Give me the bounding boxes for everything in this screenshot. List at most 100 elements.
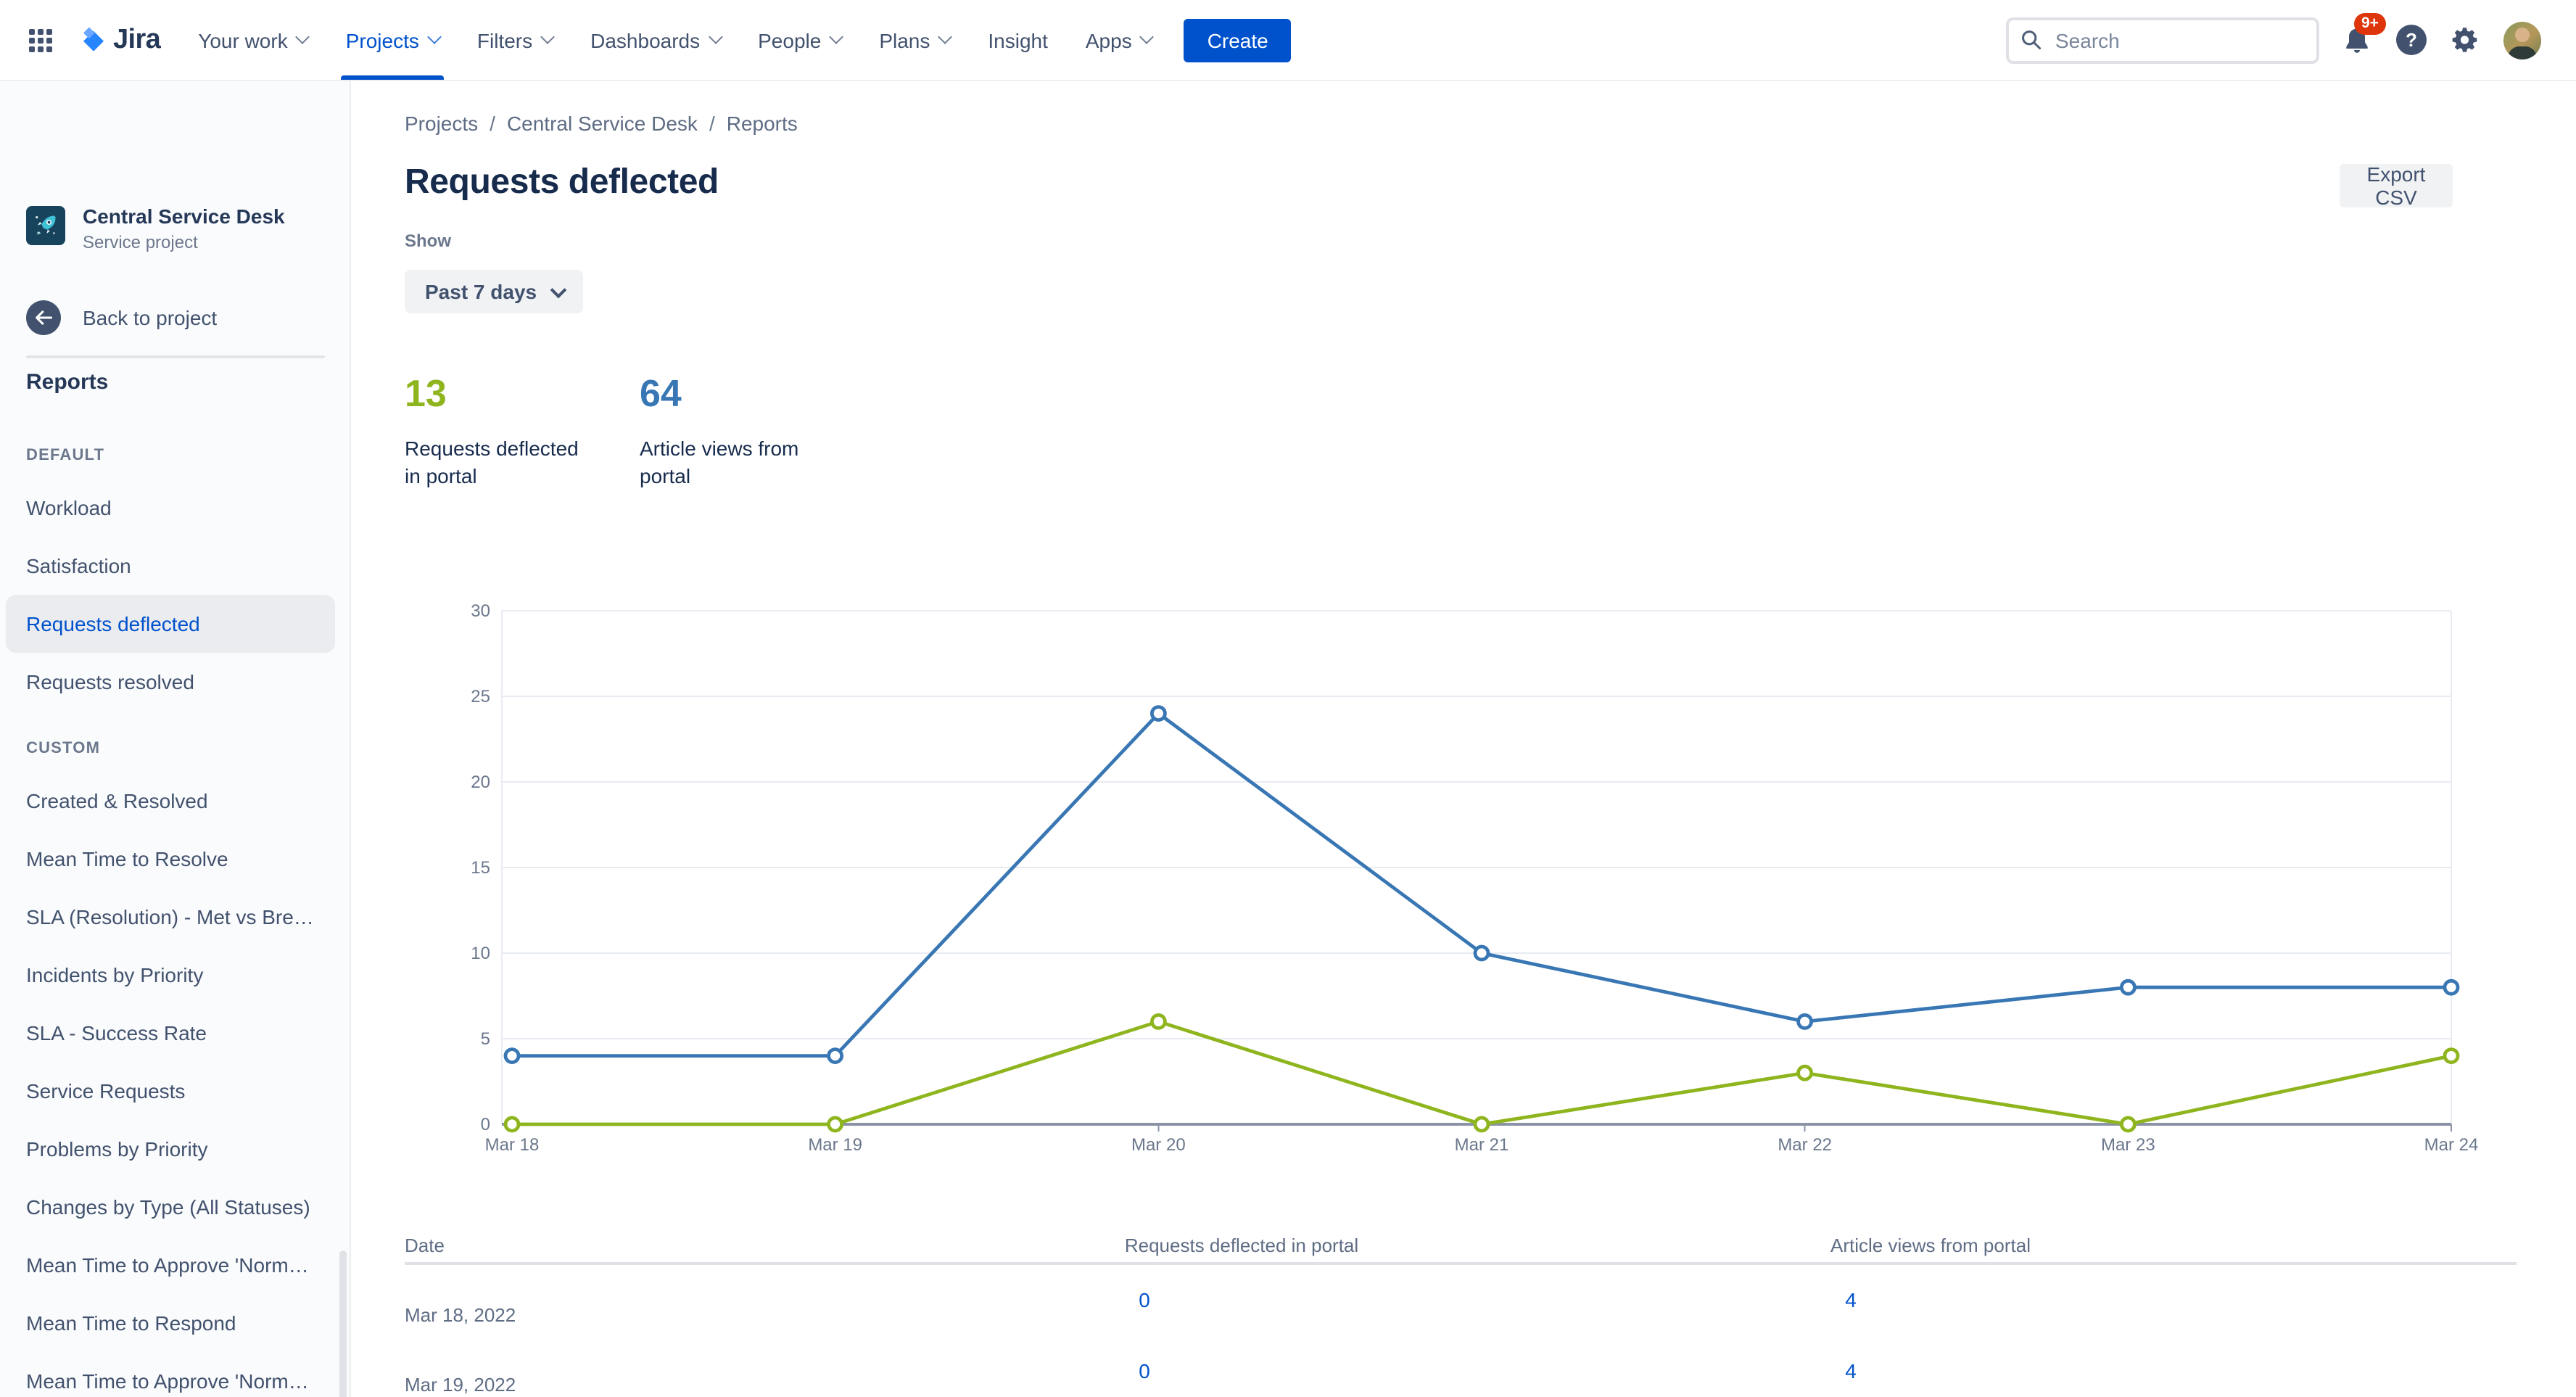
back-to-project-button[interactable]: Back to project [26, 300, 217, 335]
sidebar-item-service-requests[interactable]: Service Requests [6, 1062, 335, 1120]
nav-item-label: People [758, 28, 822, 51]
table-header-date: Date [405, 1235, 445, 1256]
sidebar-item-mean-time-to-approve-norm[interactable]: Mean Time to Approve 'Norm… [6, 1236, 335, 1294]
chevron-down-icon [540, 30, 556, 44]
app-switcher-icon[interactable] [29, 28, 52, 51]
nav-item-your-work[interactable]: Your work [198, 0, 310, 80]
chevron-down-icon [295, 30, 310, 44]
question-mark-icon: ? [2406, 29, 2417, 51]
help-button[interactable]: ? [2396, 25, 2427, 55]
nav-item-label: Projects [345, 28, 419, 51]
svg-text:Mar 20: Mar 20 [1131, 1135, 1186, 1155]
nav-item-insight[interactable]: Insight [988, 0, 1048, 80]
sidebar-item-satisfaction[interactable]: Satisfaction [6, 537, 335, 595]
breadcrumb-separator: / [490, 112, 495, 135]
breadcrumb-link-reports[interactable]: Reports [726, 112, 798, 135]
svg-text:Mar 23: Mar 23 [2101, 1135, 2155, 1155]
sidebar-item-mean-time-to-resolve[interactable]: Mean Time to Resolve [6, 830, 335, 888]
project-sidebar: Central Service Desk Service project Bac… [0, 81, 351, 1397]
sidebar-divider [26, 355, 325, 358]
sidebar-item-requests-resolved[interactable]: Requests resolved [6, 653, 335, 711]
date-cell: Mar 18, 2022 [405, 1304, 516, 1326]
requests-deflected-value-link[interactable]: 0 [1139, 1288, 1150, 1311]
svg-text:Mar 18: Mar 18 [485, 1135, 540, 1155]
nav-item-plans[interactable]: Plans [879, 0, 953, 80]
breadcrumb-link-projects[interactable]: Projects [405, 112, 479, 135]
chevron-down-icon [938, 30, 953, 44]
article-views-value-link[interactable]: 4 [1845, 1288, 1857, 1311]
sidebar-item-problems-by-priority[interactable]: Problems by Priority [6, 1120, 335, 1178]
requests-deflected-value-link[interactable]: 0 [1139, 1359, 1150, 1382]
sidebar-item-label: Incidents by Priority [26, 963, 204, 986]
sidebar-item-incidents-by-priority[interactable]: Incidents by Priority [6, 946, 335, 1004]
sidebar-item-label: Mean Time to Approve 'Norm… [26, 1253, 309, 1277]
report-nav-groups: DEFAULT Workload Satisfaction Requests defl… [0, 429, 350, 1397]
svg-text:5: 5 [481, 1029, 490, 1049]
nav-item-people[interactable]: People [758, 0, 844, 80]
nav-item-label: Insight [988, 28, 1048, 51]
nav-item-apps[interactable]: Apps [1085, 0, 1155, 80]
nav-item-projects[interactable]: Projects [341, 0, 443, 80]
chevron-down-icon [426, 30, 442, 44]
sidebar-item-mean-time-to-approve-norm[interactable]: Mean Time to Approve 'Norm… [6, 1352, 335, 1397]
sidebar-group-default: DEFAULT Workload Satisfaction Requests defl… [0, 429, 350, 711]
sidebar-item-workload[interactable]: Workload [6, 479, 335, 537]
user-avatar[interactable] [2503, 21, 2541, 59]
show-label: Show [405, 231, 451, 251]
stat-label: Requests deflected in portal [405, 437, 579, 487]
chevron-down-icon [829, 30, 844, 44]
project-header: Central Service Desk Service project [26, 205, 285, 252]
article-views-value-link[interactable]: 4 [1845, 1359, 1857, 1382]
create-button[interactable]: Create [1184, 18, 1292, 62]
date-range-select[interactable]: Past 7 days [405, 270, 584, 313]
jira-logo[interactable]: Jira [78, 24, 161, 56]
nav-item-label: Plans [879, 28, 930, 51]
nav-item-label: Dashboards [590, 28, 701, 51]
stat-label: Article views from portal [640, 437, 799, 487]
page-title: Requests deflected [405, 162, 719, 202]
svg-text:0: 0 [481, 1115, 490, 1134]
svg-text:Mar 19: Mar 19 [808, 1135, 862, 1155]
sidebar-item-label: Mean Time to Approve 'Norm… [26, 1369, 309, 1393]
notification-badge: 9+ [2354, 12, 2386, 34]
sidebar-group-title: CUSTOM [26, 740, 101, 757]
nav-item-label: Your work [198, 28, 288, 51]
summary-stats: 13 Requests deflected in portal 64 Article … [405, 371, 820, 490]
top-nav: Jira Your work Projects Filters Dashboards P… [0, 0, 2576, 81]
svg-text:15: 15 [471, 858, 490, 878]
sidebar-item-label: Mean Time to Resolve [26, 847, 228, 870]
date-cell: Mar 19, 2022 [405, 1374, 516, 1396]
svg-text:10: 10 [471, 944, 490, 963]
export-csv-button[interactable]: Export CSV [2340, 162, 2453, 209]
sidebar-item-mean-time-to-respond[interactable]: Mean Time to Respond [6, 1294, 335, 1352]
sidebar-item-label: Problems by Priority [26, 1137, 208, 1161]
search-box[interactable] [2006, 17, 2319, 63]
notifications-button[interactable]: 9+ [2341, 12, 2386, 56]
sidebar-scrollbar[interactable] [339, 1250, 347, 1397]
svg-text:Mar 22: Mar 22 [1778, 1135, 1832, 1155]
sidebar-item-requests-deflected[interactable]: Requests deflected [6, 595, 335, 653]
sidebar-item-created-resolved[interactable]: Created & Resolved [6, 772, 335, 830]
nav-item-label: Filters [476, 28, 533, 51]
jira-logo-text: Jira [113, 24, 161, 54]
sidebar-item-label: Changes by Type (All Statuses) [26, 1195, 310, 1219]
nav-item-label: Apps [1085, 28, 1132, 51]
nav-item-filters[interactable]: Filters [476, 0, 556, 80]
breadcrumb-link-central-service-desk[interactable]: Central Service Desk [506, 112, 698, 135]
sidebar-item-sla-success-rate[interactable]: SLA - Success Rate [6, 1004, 335, 1062]
stat-value: 64 [640, 371, 682, 415]
main-content: Projects / Central Service Desk / Report… [351, 81, 2576, 1397]
sidebar-item-label: Satisfaction [26, 554, 131, 577]
stat-value: 13 [405, 371, 447, 415]
settings-button[interactable] [2450, 25, 2480, 55]
svg-text:Mar 24: Mar 24 [2424, 1135, 2479, 1155]
sidebar-group-title: DEFAULT [26, 447, 105, 464]
date-range-value: Past 7 days [425, 280, 537, 303]
nav-item-dashboards[interactable]: Dashboards [590, 0, 723, 80]
search-input[interactable] [2052, 27, 2276, 53]
sidebar-group-custom: CUSTOM Created & Resolved Mean Time to Res… [0, 722, 350, 1397]
sidebar-item-changes-by-type-all-statuses[interactable]: Changes by Type (All Statuses) [6, 1178, 335, 1236]
sidebar-item-label: Requests resolved [26, 670, 194, 693]
sidebar-item-sla-resolution-met-vs-bre[interactable]: SLA (Resolution) - Met vs Bre… [6, 888, 335, 946]
